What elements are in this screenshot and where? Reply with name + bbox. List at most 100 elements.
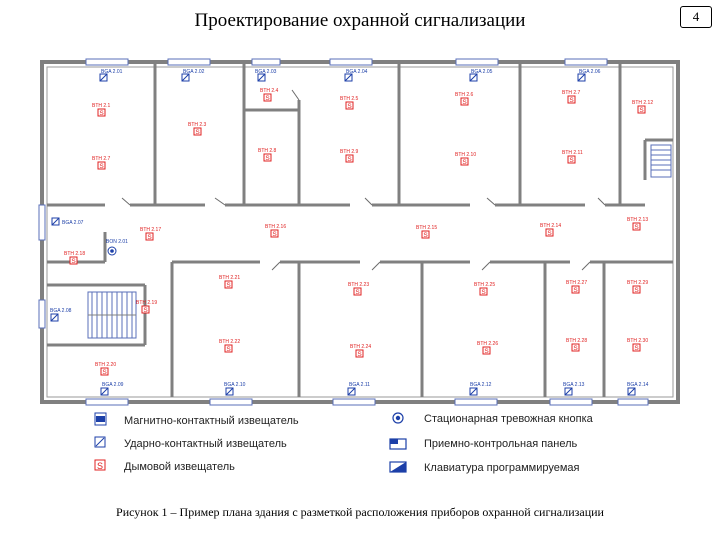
bga-2-09-label: BGA 2.09 <box>102 382 124 388</box>
bth-2-6-icon <box>460 97 469 107</box>
bga-2-04-icon <box>344 73 353 82</box>
smoke-detectors: BTH 2.1 BTH 2.7 BTH 2.3 BTH 2.4 BTH 2.8 … <box>64 88 653 377</box>
bth-2-20-label: BTH 2.20 <box>95 362 116 368</box>
bth-2-19-label: BTH 2.19 <box>136 300 157 306</box>
bga-2-11-icon <box>347 387 356 396</box>
bga-2-02-icon <box>181 73 190 82</box>
bth-2-20-icon <box>100 367 109 377</box>
interior-walls <box>47 62 673 397</box>
bga-2-13-icon <box>564 387 573 396</box>
bga-2-06-label: BGA 2.06 <box>579 69 601 75</box>
bth-2-15-label: BTH 2.15 <box>416 225 437 231</box>
bga-2-10-label: BGA 2.10 <box>224 382 246 388</box>
legend-smoke-icon: S <box>94 459 106 471</box>
bth-2-23-label: BTH 2.23 <box>348 282 369 288</box>
bth-2-11-label: BTH 2.11 <box>562 150 583 156</box>
bth-2-6-label: BTH 2.6 <box>455 92 474 98</box>
bth-2-15-icon <box>421 230 430 240</box>
staircase-left <box>87 291 137 339</box>
bga-2-14-icon <box>627 387 636 396</box>
bth-2-22-label: BTH 2.22 <box>219 339 240 345</box>
legend-impact-label: Ударно-контактный извещатель <box>124 438 287 450</box>
legend: Магнитно-контактный извещатель Ударно-ко… <box>94 412 594 474</box>
svg-text:S: S <box>97 461 103 471</box>
bga-2-07-label: BGA 2.07 <box>62 220 84 226</box>
staircase-right <box>650 144 672 178</box>
bth-2-17-label: BTH 2.17 <box>140 227 161 233</box>
bth-2-3-label: BTH 2.3 <box>188 122 207 128</box>
bth-2-27-icon <box>571 285 580 295</box>
bga-2-01-label: BGA 2.01 <box>101 69 123 75</box>
legend-control-panel-label: Приемно-контрольная панель <box>424 438 578 450</box>
bth-2-25-icon <box>479 287 488 297</box>
bga-2-08-label: BGA 2.08 <box>50 308 72 314</box>
bth-2-1-icon <box>97 108 106 118</box>
bth-2-18-icon <box>69 256 78 266</box>
bga-2-12-icon <box>469 387 478 396</box>
top-windows <box>38 58 649 406</box>
bth-2-12-label: BTH 2.12 <box>632 100 653 106</box>
legend-panic-button-icon <box>392 412 404 424</box>
bth-2-8-label: BTH 2.8 <box>258 148 277 154</box>
door-swings <box>121 89 606 271</box>
bga-2-10-icon <box>225 387 234 396</box>
bga-2-07-icon <box>51 217 60 226</box>
outer-wall-inner-line <box>46 66 674 398</box>
legend-smoke-label: Дымовой извещатель <box>124 461 235 473</box>
legend-keypad-label: Клавиатура программируемая <box>424 462 580 474</box>
bth-2-29-icon <box>632 285 641 295</box>
bth-2-9-label: BTH 2.9 <box>340 149 359 155</box>
bga-2-03-icon <box>257 73 266 82</box>
bth-2-25-label: BTH 2.25 <box>474 282 495 288</box>
bga-2-02-label: BGA 2.02 <box>183 69 205 75</box>
bth-2-u-icon <box>567 95 576 105</box>
bth-2-18-label: BTH 2.18 <box>64 251 85 257</box>
bth-2-21-label: BTH 2.21 <box>219 275 240 281</box>
bth-2-30-icon <box>632 343 641 353</box>
bth-2-12-icon <box>637 105 646 115</box>
bth-2-23-icon <box>353 287 362 297</box>
panic-button-bon: BON 2.01 <box>106 239 128 256</box>
bga-2-14-label: BGA 2.14 <box>627 382 649 388</box>
bth-2-5-label: BTH 2.5 <box>340 96 359 102</box>
bth-2-10-label: BTH 2.10 <box>455 152 476 158</box>
bth-2-8-icon <box>263 153 272 163</box>
bth-2-24-label: BTH 2.24 <box>350 344 371 350</box>
bth-2-u-label: BTH 2.7 <box>562 90 581 96</box>
bth-2-30-label: BTH 2.30 <box>627 338 648 344</box>
bth-2-13-label: BTH 2.13 <box>627 217 648 223</box>
bth-2-9-icon <box>345 154 354 164</box>
page-number: 4 <box>680 6 712 28</box>
bga-2-09-icon <box>100 387 109 396</box>
legend-panic-button-label: Стационарная тревожная кнопка <box>424 413 594 425</box>
bth-2-7-icon <box>97 161 106 171</box>
bga-2-06-icon <box>577 73 586 82</box>
legend-keypad-icon <box>389 461 407 473</box>
bth-2-10-icon <box>460 157 469 167</box>
bon-label: BON 2.01 <box>106 239 128 245</box>
bth-2-14-label: BTH 2.14 <box>540 223 561 229</box>
bga-2-03-label: BGA 2.03 <box>255 69 277 75</box>
legend-magnetic-icon <box>96 416 105 422</box>
bth-2-4-icon <box>263 93 272 103</box>
bth-2-19-icon <box>141 305 150 315</box>
bga-sensors: BGA 2.01 BGA 2.02 BGA 2.03 BGA 2.04 BGA … <box>50 69 649 396</box>
bga-2-01-icon <box>99 73 108 82</box>
legend-control-panel-icon <box>389 438 407 450</box>
bth-2-5-icon <box>345 101 354 111</box>
slide-title: Проектирование охранной сигнализации <box>194 10 526 31</box>
bth-2-11-icon <box>567 155 576 165</box>
bth-2-17-icon <box>145 232 154 242</box>
bth-2-24-icon <box>355 349 364 359</box>
bth-2-16-icon <box>270 229 279 239</box>
bth-2-13-icon <box>632 222 641 232</box>
legend-magnetic-label: Магнитно-контактный извещатель <box>124 415 299 427</box>
bth-2-14-icon <box>545 228 554 238</box>
bth-2-3-icon <box>193 127 202 137</box>
bth-2-1-label: BTH 2.1 <box>92 103 111 109</box>
bth-2-26-icon <box>482 346 491 356</box>
bth-2-22-icon <box>224 344 233 354</box>
bth-2-29-label: BTH 2.29 <box>627 280 648 286</box>
bth-2-4-label: BTH 2.4 <box>260 88 279 94</box>
bga-2-05-icon <box>469 73 478 82</box>
